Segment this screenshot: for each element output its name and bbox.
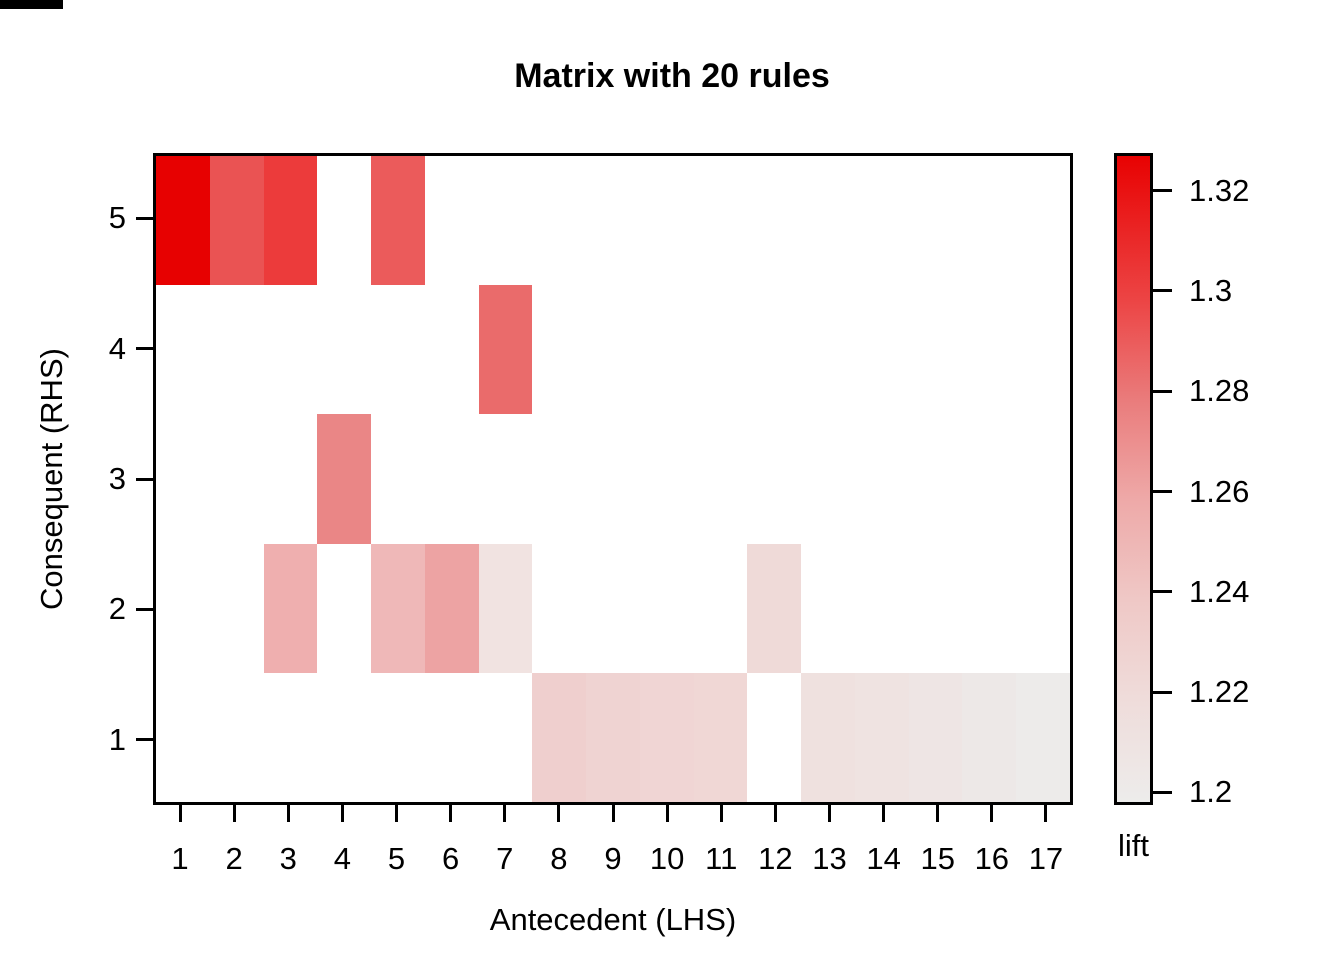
x-tick-label: 1 <box>171 841 189 876</box>
heatmap-cell <box>317 414 372 544</box>
x-tick-mark <box>882 805 886 822</box>
x-tick-label: 4 <box>333 841 352 876</box>
x-tick-mark <box>503 805 507 822</box>
heatmap-cell <box>747 543 802 673</box>
heatmap-cell <box>478 285 533 415</box>
x-tick-mark <box>773 805 777 822</box>
heatmap-cell <box>371 543 425 673</box>
colorbar-tick-mark <box>1153 289 1172 293</box>
x-tick-label: 14 <box>866 841 901 876</box>
colorbar-tick-mark <box>1153 490 1172 494</box>
x-tick-label: 7 <box>496 841 514 876</box>
x-tick-mark <box>1044 805 1048 822</box>
heatmap-cell <box>263 156 318 286</box>
heatmap-cell <box>639 672 694 802</box>
x-tick-label: 15 <box>920 841 955 876</box>
heatmap-cell <box>854 672 909 802</box>
x-tick-mark <box>665 805 669 822</box>
colorbar-tick-label: 1.26 <box>1189 473 1250 509</box>
colorbar-gradient <box>1114 153 1153 805</box>
x-tick-label: 6 <box>442 841 460 876</box>
x-tick-label: 16 <box>974 841 1010 876</box>
x-tick-label: 10 <box>649 841 685 876</box>
x-tick-mark <box>827 805 831 822</box>
colorbar-ticks: 1.32 1.3 1.28 1.26 1.24 1.22 1.2 <box>1153 153 1313 809</box>
y-tick-mark <box>136 216 153 220</box>
x-tick-mark <box>286 805 290 822</box>
colorbar-tick-mark <box>1153 590 1172 594</box>
x-tick-mark <box>232 805 236 822</box>
plot-area <box>153 153 1073 805</box>
x-axis-ticks: 1 2 3 4 5 6 7 8 9 10 11 12 13 14 15 16 17 <box>153 805 1073 895</box>
y-tick-label: 2 <box>108 591 126 627</box>
colorbar-tick-label: 1.28 <box>1189 373 1250 409</box>
colorbar-tick-mark <box>1153 389 1172 393</box>
x-tick-mark <box>936 805 940 822</box>
x-tick-mark <box>611 805 615 822</box>
y-tick-mark <box>136 347 153 351</box>
y-tick-mark <box>136 738 153 742</box>
x-axis-label: Antecedent (LHS) <box>489 902 737 937</box>
y-axis-label: Consequent (RHS) <box>34 348 69 610</box>
x-tick-mark <box>340 805 344 822</box>
heatmap-cell <box>1016 672 1070 802</box>
heatmap-cell <box>478 543 533 673</box>
x-tick-label: 8 <box>550 841 568 876</box>
x-tick-label: 3 <box>279 841 297 876</box>
y-tick-label: 5 <box>108 200 126 236</box>
colorbar-tick-label: 1.32 <box>1189 172 1250 208</box>
heatmap-cell <box>371 156 425 286</box>
x-tick-label: 13 <box>812 841 847 876</box>
y-tick-mark <box>136 607 153 611</box>
colorbar-label: lift <box>1118 828 1149 863</box>
colorbar-tick-label: 1.22 <box>1189 674 1250 710</box>
colorbar-tick-mark <box>1153 790 1172 794</box>
heatmap-cell <box>693 672 748 802</box>
colorbar-tick-mark <box>1153 690 1172 694</box>
colorbar-tick-label: 1.2 <box>1189 774 1233 810</box>
y-axis-ticks: 1 2 3 4 5 <box>100 153 153 805</box>
x-tick-label: 2 <box>225 841 243 876</box>
heatmap-cell <box>532 672 587 802</box>
y-tick-label: 1 <box>108 721 126 757</box>
x-tick-label: 9 <box>604 841 622 876</box>
heatmap-cell <box>156 156 210 286</box>
y-tick-label: 4 <box>108 330 126 366</box>
top-left-artifact <box>0 0 63 9</box>
x-tick-label: 17 <box>1028 841 1064 876</box>
heatmap-cell <box>263 543 318 673</box>
x-tick-mark <box>395 805 399 822</box>
x-tick-mark <box>990 805 994 822</box>
x-tick-mark <box>449 805 453 822</box>
x-tick-label: 11 <box>705 841 738 876</box>
x-tick-label: 12 <box>758 841 793 876</box>
heatmap-cell <box>801 672 855 802</box>
x-tick-label: 5 <box>387 841 406 876</box>
colorbar-tick-label: 1.3 <box>1189 272 1233 308</box>
x-tick-mark <box>178 805 182 822</box>
colorbar-tick-label: 1.24 <box>1189 573 1250 609</box>
colorbar-tick-mark <box>1153 189 1172 193</box>
heatmap-cell <box>908 672 963 802</box>
chart-title: Matrix with 20 rules <box>514 57 830 95</box>
heatmap-cell <box>586 672 640 802</box>
heatmap-cell <box>962 672 1017 802</box>
heatmap-cell <box>209 156 264 286</box>
x-tick-mark <box>557 805 561 822</box>
y-tick-mark <box>136 477 153 481</box>
y-tick-label: 3 <box>108 461 126 496</box>
heatmap-cell <box>424 543 479 673</box>
x-tick-mark <box>719 805 723 822</box>
